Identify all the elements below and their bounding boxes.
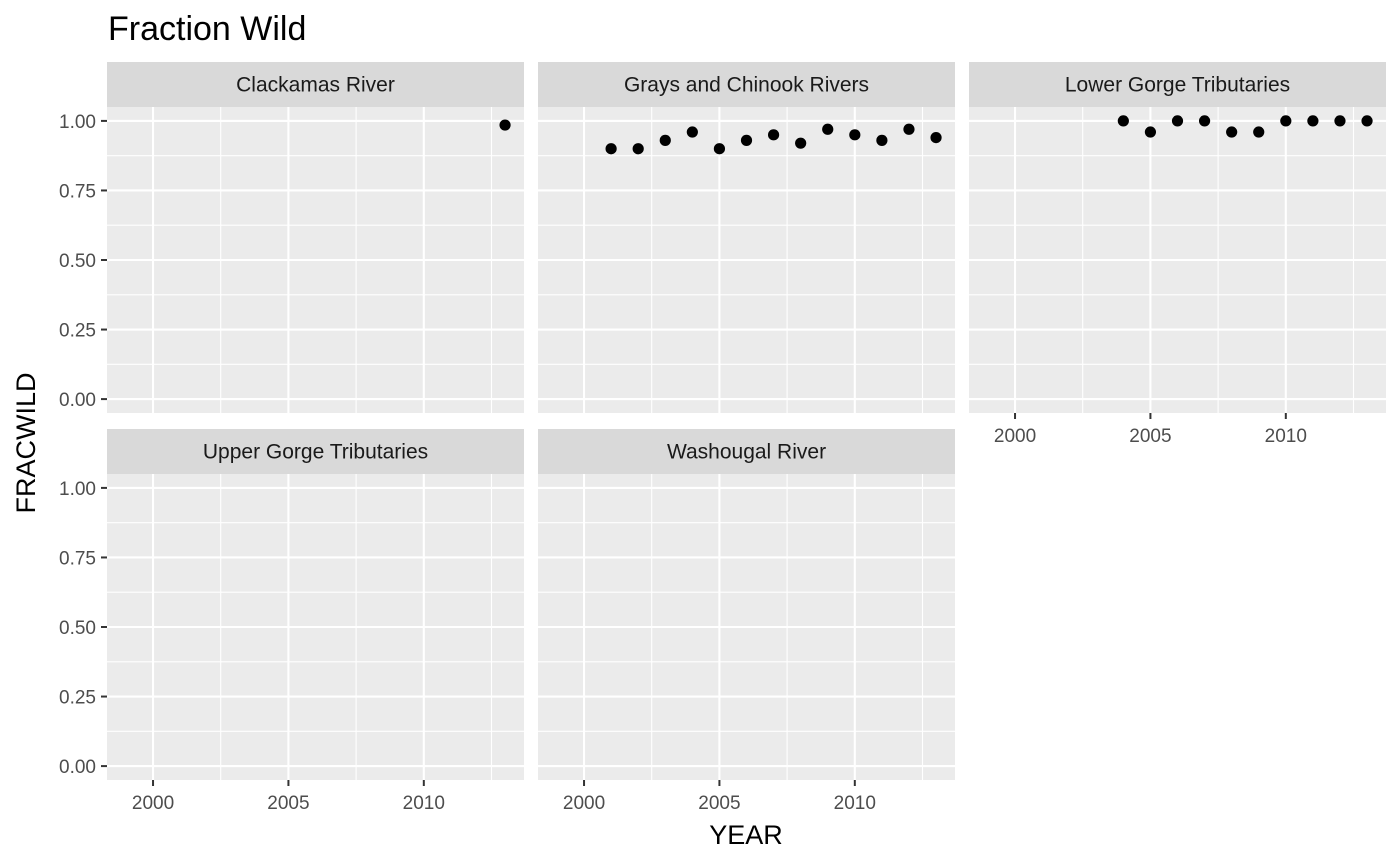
- y-tick-label: 0.50: [59, 618, 96, 639]
- facet-strip-label: Grays and Chinook Rivers: [624, 74, 869, 97]
- y-tick-label: 0.75: [59, 548, 96, 569]
- facet-strip: [538, 62, 955, 107]
- data-point: [1144, 126, 1157, 138]
- facet-strip: [107, 62, 524, 107]
- y-tick-label: 0.50: [59, 251, 96, 272]
- y-tick-label: 1.00: [59, 112, 96, 133]
- data-point: [1280, 115, 1292, 127]
- x-tick-label: 2010: [1265, 426, 1307, 447]
- facet-washougal-river: Washougal River 2000 2005 2010: [538, 429, 955, 814]
- data-point: [740, 134, 753, 146]
- facet-strip: [107, 429, 524, 474]
- facet-strip: [969, 62, 1386, 107]
- y-tick-label: 0.25: [59, 321, 96, 342]
- facet-strip-label: Washougal River: [667, 441, 826, 464]
- facet-grays-and-chinook-rivers: Grays and Chinook Rivers: [538, 62, 955, 413]
- data-point: [1334, 115, 1346, 127]
- y-tick-label: 1.00: [59, 479, 96, 500]
- facet-strip-label: Clackamas River: [236, 74, 395, 97]
- data-point: [1198, 115, 1211, 127]
- facet-upper-gorge-tributaries: Upper Gorge Tributaries 0.00 0.25 0.50 0.75 1…: [59, 429, 524, 814]
- data-point: [903, 123, 915, 135]
- x-tick-label: 2005: [698, 793, 740, 814]
- data-point: [849, 129, 861, 141]
- data-point: [822, 123, 834, 135]
- data-point: [632, 143, 644, 155]
- x-tick-label: 2000: [132, 793, 174, 814]
- data-point: [1171, 115, 1184, 127]
- data-point: [1361, 115, 1373, 127]
- data-point: [1253, 126, 1265, 138]
- facet-strip-label: Upper Gorge Tributaries: [203, 441, 428, 464]
- data-point: [876, 134, 888, 146]
- data-point: [713, 143, 726, 155]
- data-point: [1117, 115, 1129, 127]
- data-point: [659, 134, 671, 146]
- data-point: [499, 119, 511, 131]
- x-tick-label: 2010: [403, 793, 445, 814]
- facet-panels: Clackamas River 0.00 0.25 0.50 0.75 1.00 Grays…: [59, 62, 1386, 814]
- facet-lower-gorge-tributaries: Lower Gorge Tributaries 2000 2005 2010: [969, 62, 1386, 447]
- x-tick-label: 2010: [834, 793, 876, 814]
- y-tick-label: 0.00: [59, 390, 96, 411]
- data-point: [795, 137, 807, 149]
- x-axis-title: YEAR: [709, 820, 783, 850]
- y-tick-label: 0.25: [59, 688, 96, 709]
- data-point: [767, 129, 780, 141]
- facet-strip-label: Lower Gorge Tributaries: [1065, 74, 1290, 97]
- y-axis-title: FRACWILD: [11, 373, 41, 514]
- data-point: [930, 132, 942, 144]
- x-tick-label: 2005: [1129, 426, 1171, 447]
- data-point: [1226, 126, 1238, 138]
- data-point: [1307, 115, 1319, 127]
- y-tick-label: 0.00: [59, 757, 96, 778]
- y-tick-label: 0.75: [59, 181, 96, 202]
- facet-strip: [538, 429, 955, 474]
- data-point: [686, 126, 698, 138]
- chart-title: Fraction Wild: [108, 10, 306, 48]
- x-tick-label: 2000: [994, 426, 1036, 447]
- facet-clackamas-river: Clackamas River 0.00 0.25 0.50 0.75 1.00: [59, 62, 524, 413]
- data-point: [605, 143, 617, 155]
- x-tick-label: 2005: [267, 793, 309, 814]
- x-tick-label: 2000: [563, 793, 605, 814]
